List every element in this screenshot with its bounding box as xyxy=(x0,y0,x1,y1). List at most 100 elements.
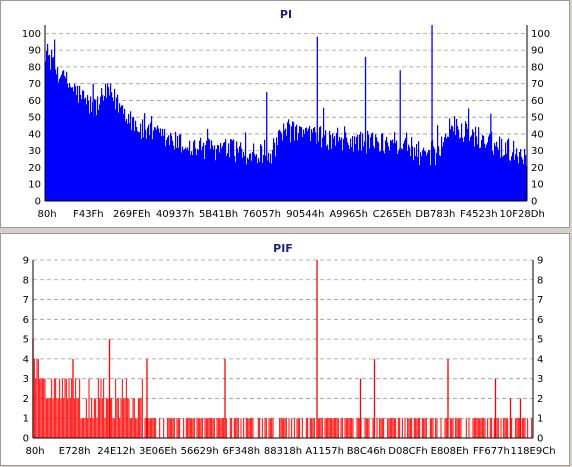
pi-bar xyxy=(330,134,332,201)
pi-bar xyxy=(167,137,169,201)
pi-bar xyxy=(222,146,224,201)
pi-bar xyxy=(448,136,450,201)
pi-bar xyxy=(278,130,280,201)
pi-bar xyxy=(434,148,436,201)
pi-bar xyxy=(162,128,164,201)
pi-bar xyxy=(151,116,153,201)
pi-bar xyxy=(393,143,395,201)
pi-bar xyxy=(426,155,428,201)
pi-bar xyxy=(169,145,171,201)
pi-bar xyxy=(322,137,324,201)
pi-bar xyxy=(75,86,77,201)
y-tick-label-left: 9 xyxy=(23,256,29,267)
pi-bar xyxy=(491,131,493,201)
pi-bar xyxy=(283,123,285,201)
pi-bar xyxy=(447,136,449,201)
pi-bar xyxy=(181,152,183,201)
pi-bar xyxy=(98,109,100,201)
x-tick-label: A1157h xyxy=(305,446,344,457)
pi-bar xyxy=(416,143,418,201)
pi-chart: PI 0 0 10 10 20 20 30 30 40 40 50 50 60 60 70 70 80 80 90 90… xyxy=(22,8,550,220)
pi-bar xyxy=(156,129,158,201)
y-tick-label-right: 4 xyxy=(537,354,543,365)
y-tick-label-right: 50 xyxy=(531,113,544,124)
y-tick-label-left: 60 xyxy=(28,96,41,107)
pi-bar xyxy=(511,156,513,201)
x-tick-label: FF677h xyxy=(473,446,510,457)
pi-bar xyxy=(178,147,180,201)
pi-bar xyxy=(314,127,316,201)
pi-bar xyxy=(183,150,185,201)
pi-bar xyxy=(265,155,267,201)
pi-bar xyxy=(127,123,129,201)
pi-bar xyxy=(257,163,259,201)
y-tick-label-left: 40 xyxy=(28,129,41,140)
pi-bar xyxy=(465,121,467,201)
x-tick-label: 40937h xyxy=(156,209,194,220)
pi-bar xyxy=(120,107,122,201)
pi-bar xyxy=(428,150,430,201)
pi-bar xyxy=(61,74,63,201)
y-tick-label-right: 1 xyxy=(537,414,543,425)
pi-bar xyxy=(454,116,456,201)
y-tick-label-right: 3 xyxy=(537,374,543,385)
x-tick-label: E728h xyxy=(59,446,91,457)
pi-bar xyxy=(515,154,517,201)
y-tick-label-left: 7 xyxy=(23,295,29,306)
pi-bar xyxy=(54,39,56,202)
pi-bar xyxy=(493,154,495,201)
pi-bar xyxy=(357,134,359,201)
pi-bar xyxy=(188,150,190,201)
pi-bar xyxy=(472,129,474,201)
y-tick-label-left: 0 xyxy=(35,197,41,208)
pi-bar xyxy=(326,146,328,201)
pi-bar xyxy=(324,135,326,201)
pi-bar xyxy=(437,125,439,201)
pi-bar xyxy=(388,146,390,201)
pi-bar xyxy=(147,127,149,201)
pi-bar xyxy=(462,137,464,201)
pi-bar xyxy=(179,134,181,201)
pi-bar xyxy=(125,121,127,201)
pi-bar xyxy=(129,123,131,201)
pi-bar xyxy=(407,150,409,201)
pi-bar xyxy=(345,132,347,201)
pi-bar xyxy=(409,147,411,201)
pi-bar xyxy=(386,136,388,201)
pi-bar xyxy=(398,150,400,201)
pi-bar xyxy=(208,138,210,201)
pi-bar xyxy=(500,157,502,201)
pi-bar xyxy=(482,135,484,201)
pi-bar xyxy=(69,82,71,201)
pi-bar xyxy=(380,150,382,201)
y-tick-label-left: 1 xyxy=(23,414,29,425)
pi-bar xyxy=(392,139,394,201)
pi-bar xyxy=(192,155,194,201)
pi-bar xyxy=(247,157,249,201)
pi-bar xyxy=(297,140,299,201)
pi-bar xyxy=(403,143,405,201)
pi-bar xyxy=(421,156,423,201)
pi-bar xyxy=(254,154,256,201)
pi-bar xyxy=(67,83,69,201)
x-tick-label: 118E9Ch xyxy=(510,446,555,457)
pi-bar xyxy=(483,135,485,201)
y-tick-label-left: 80 xyxy=(28,62,41,73)
pi-bar xyxy=(150,122,152,201)
pi-bar xyxy=(90,96,92,201)
pi-bar xyxy=(331,148,333,201)
pi-bar xyxy=(315,132,317,201)
pi-bar xyxy=(249,153,251,201)
pi-bar xyxy=(97,96,99,201)
pi-bar xyxy=(405,138,407,201)
pi-bar xyxy=(488,136,490,201)
pi-bar xyxy=(243,151,245,201)
pi-bar xyxy=(413,160,415,201)
pi-bar xyxy=(46,50,48,201)
pi-bar xyxy=(293,122,295,201)
pi-bar xyxy=(242,157,244,201)
y-tick-label-right: 6 xyxy=(537,315,543,326)
pi-bar xyxy=(281,133,283,201)
x-tick-label: E808Eh xyxy=(431,446,469,457)
x-tick-label: 80h xyxy=(25,446,44,457)
